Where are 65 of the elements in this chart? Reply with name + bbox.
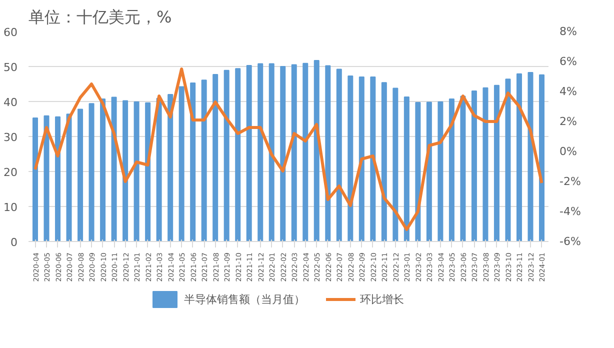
chart-title: 单位：十亿美元，% <box>28 8 172 26</box>
bar <box>100 98 106 242</box>
bar <box>381 82 387 242</box>
y-tick-label: 0 <box>10 236 18 249</box>
bar <box>358 76 364 242</box>
bar <box>224 70 230 242</box>
y2-tick-label: 0% <box>560 145 577 158</box>
bar <box>426 102 432 242</box>
y2-tick-label: 4% <box>560 85 577 98</box>
bar <box>516 73 522 242</box>
bar <box>392 88 398 242</box>
bar <box>66 114 72 242</box>
bar <box>168 94 174 242</box>
bar <box>88 103 94 242</box>
bar <box>122 100 128 242</box>
bar <box>145 102 151 242</box>
y2-tick-label: 8% <box>560 25 577 38</box>
line-series <box>34 68 544 231</box>
bar <box>44 115 50 242</box>
bar <box>538 74 544 242</box>
bar <box>190 82 196 242</box>
legend-label: 环比增长 <box>360 292 404 306</box>
y-tick-label: 60 <box>4 26 18 39</box>
bar <box>111 96 117 242</box>
bar <box>528 72 534 242</box>
bar <box>302 62 308 242</box>
bar <box>212 74 218 242</box>
bar <box>201 80 207 242</box>
y-tick-label: 20 <box>4 166 18 179</box>
bar <box>415 102 421 242</box>
legend-label: 半导体销售额（当月值） <box>184 292 305 306</box>
bar <box>325 65 331 242</box>
bar <box>280 66 286 242</box>
bar <box>314 60 320 242</box>
bar <box>460 96 466 242</box>
bar <box>156 98 162 242</box>
y-tick-label: 40 <box>4 96 18 109</box>
bar <box>134 101 140 242</box>
bar <box>336 68 342 242</box>
bar <box>482 87 488 242</box>
bar <box>235 68 241 242</box>
y2-tick-label: -4% <box>560 205 581 218</box>
bar <box>178 86 184 242</box>
bar <box>291 64 297 242</box>
bar <box>471 90 477 242</box>
bar <box>404 96 410 242</box>
bar <box>505 78 511 242</box>
y-tick-label: 30 <box>4 131 18 144</box>
bar <box>268 63 274 242</box>
bar <box>32 117 38 242</box>
y2-tick-label: -6% <box>560 235 581 248</box>
bar <box>370 76 376 242</box>
y2-tick-label: 6% <box>560 55 577 68</box>
bar <box>78 108 84 242</box>
bar <box>438 101 444 242</box>
y2-tick-label: -2% <box>560 175 581 188</box>
y2-tick-label: 2% <box>560 115 577 128</box>
bar <box>55 116 61 242</box>
bar <box>348 75 354 242</box>
bar <box>448 98 454 242</box>
bar <box>258 63 264 242</box>
bar <box>494 84 500 242</box>
bar <box>246 64 252 242</box>
y-tick-label: 10 <box>4 201 18 214</box>
y-tick-label: 50 <box>4 61 18 74</box>
